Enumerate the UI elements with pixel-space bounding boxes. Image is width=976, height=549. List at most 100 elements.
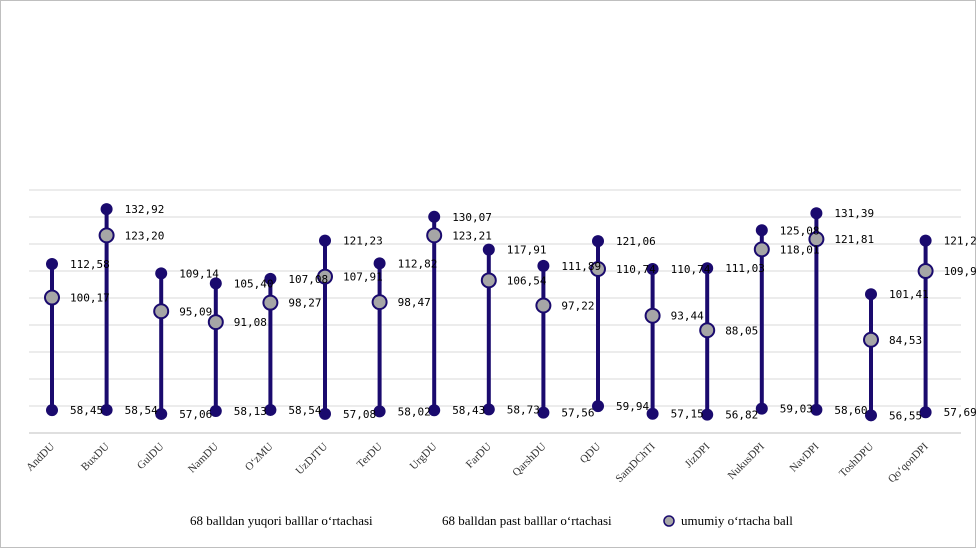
x-tick-label: QarshDU (510, 441, 548, 479)
low-point (701, 408, 714, 421)
avg-value-label: 109,98 (944, 265, 976, 278)
high-point (755, 224, 768, 237)
avg-point (98, 227, 115, 244)
high-point (100, 203, 113, 216)
low-point (919, 406, 932, 419)
avg-point (426, 227, 443, 244)
high-point (646, 263, 659, 276)
x-tick-label: NavDPI (788, 440, 822, 474)
avg-point (44, 289, 60, 306)
low-point (428, 404, 441, 417)
low-point (482, 403, 495, 416)
x-tick-label: TerDU (355, 441, 385, 471)
x-tick-label: Qo‘qonDPI (886, 440, 931, 485)
low-point (155, 407, 168, 420)
low-value-label: 58,43 (452, 404, 485, 417)
x-tick-label: BuxDU (79, 441, 112, 474)
avg-value-label: 106,54 (507, 274, 547, 287)
avg-value-label: 110,74 (616, 263, 656, 276)
x-tick-label: UzDJTU (294, 441, 331, 478)
low-point (100, 403, 113, 416)
x-tick-label: FarDU (464, 441, 494, 471)
legend-marker-avg (663, 515, 675, 527)
avg-point (207, 314, 224, 331)
low-value-label: 57,08 (343, 408, 376, 421)
avg-value-label: 88,05 (725, 324, 758, 337)
high-value-label: 109,14 (179, 267, 219, 280)
low-value-label: 57,15 (671, 408, 704, 421)
high-point (482, 243, 495, 256)
x-tick-label: O‘zMU (243, 441, 276, 474)
low-point (264, 403, 277, 416)
avg-point (644, 307, 661, 324)
high-value-label: 125,08 (780, 224, 820, 237)
avg-value-label: 91,08 (234, 316, 267, 329)
high-point (701, 262, 714, 275)
high-point (209, 277, 222, 290)
avg-value-label: 98,27 (288, 297, 321, 310)
x-tick-label: JizDPI (683, 440, 713, 470)
low-value-label: 58,54 (288, 404, 321, 417)
avg-value-label: 98,47 (398, 296, 431, 309)
avg-value-label: 121,81 (834, 233, 874, 246)
x-tick-label: AndDU (24, 441, 57, 474)
high-value-label: 112,82 (398, 257, 438, 270)
low-value-label: 57,69 (944, 406, 976, 419)
avg-value-label: 123,20 (125, 229, 165, 242)
low-point (810, 403, 823, 416)
low-point (46, 404, 58, 417)
low-value-label: 56,55 (889, 409, 922, 422)
low-point (592, 400, 604, 413)
high-value-label: 121,23 (343, 235, 383, 248)
low-value-label: 57,56 (561, 407, 594, 420)
low-value-label: 56,82 (725, 409, 758, 422)
high-value-label: 107,08 (288, 273, 328, 286)
high-point (264, 272, 277, 285)
high-point (319, 234, 331, 247)
high-point (537, 259, 550, 272)
high-value-label: 112,58 (70, 258, 110, 271)
avg-point (863, 331, 879, 348)
high-value-label: 132,92 (125, 203, 165, 216)
avg-value-label: 95,09 (179, 305, 212, 318)
avg-value-label: 123,21 (452, 229, 492, 242)
avg-point (262, 294, 279, 311)
low-point (319, 407, 331, 420)
high-value-label: 111,89 (561, 260, 601, 273)
high-value-label: 101,41 (889, 288, 929, 301)
avg-point (699, 322, 716, 339)
high-point (865, 288, 877, 301)
high-value-label: 110,74 (671, 263, 711, 276)
low-value-label: 59,94 (616, 400, 649, 413)
avg-value-label: 107,91 (343, 271, 383, 284)
x-tick-label: NukusDPI (726, 440, 768, 482)
avg-value-label: 97,22 (561, 300, 594, 313)
x-tick-label: ToshDPU (837, 441, 876, 480)
high-point (155, 267, 168, 280)
x-tick-label: QDU (578, 441, 603, 466)
high-point (373, 257, 386, 270)
low-point (865, 409, 877, 422)
avg-point (753, 241, 770, 258)
avg-point (590, 261, 606, 278)
low-value-label: 58,02 (398, 405, 431, 418)
high-value-label: 117,91 (507, 244, 547, 257)
avg-value-label: 84,53 (889, 334, 922, 347)
high-value-label: 121,06 (616, 235, 656, 248)
high-point (919, 234, 932, 247)
high-value-label: 111,03 (725, 262, 765, 275)
low-value-label: 58,13 (234, 405, 267, 418)
avg-value-label: 118,01 (780, 243, 820, 256)
high-point (428, 210, 441, 223)
low-point (646, 407, 659, 420)
low-point (373, 405, 386, 418)
x-tick-label: NamDU (186, 441, 221, 476)
high-point (46, 258, 58, 271)
low-point (755, 402, 768, 415)
legend-label-high: 68 balldan yuqori balllar o‘rtachasi (190, 513, 373, 528)
low-value-label: 59,03 (780, 403, 813, 416)
avg-point (917, 263, 934, 280)
avg-point (317, 268, 333, 285)
